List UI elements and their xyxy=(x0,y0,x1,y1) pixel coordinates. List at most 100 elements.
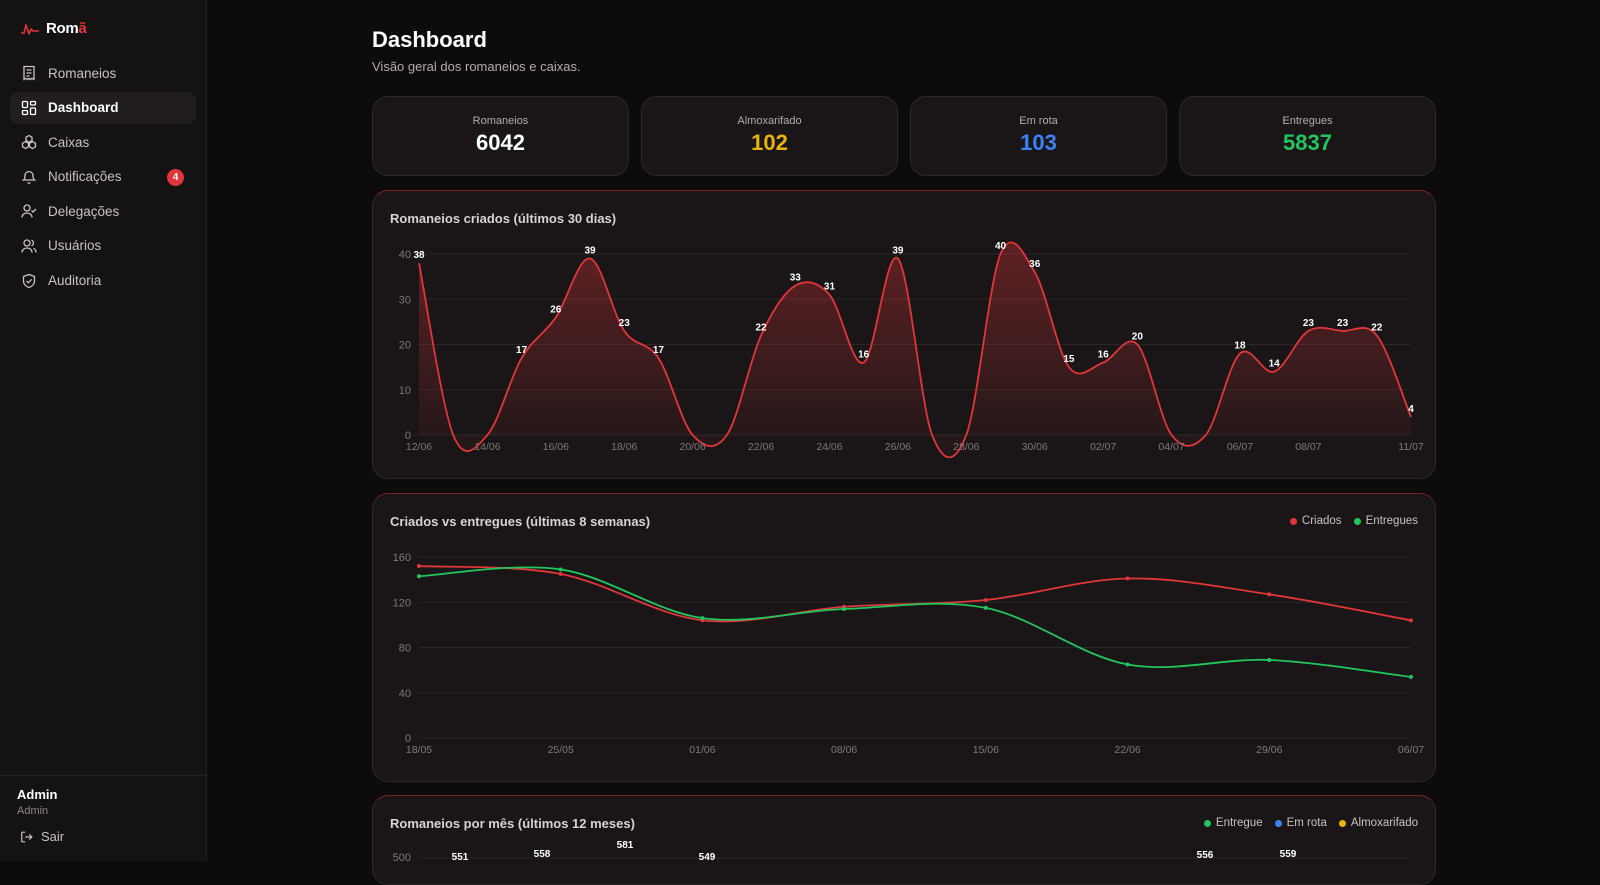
data-point xyxy=(1267,592,1272,597)
chart-card-weekly: Criados vs entregues (últimas 8 semanas)… xyxy=(372,493,1436,782)
data-point xyxy=(417,574,421,579)
sidebar-item-dashboard[interactable]: Dashboard xyxy=(10,91,196,124)
brand-logo[interactable]: Romã xyxy=(20,20,87,37)
y-tick-label: 0 xyxy=(405,733,411,745)
data-label: 33 xyxy=(790,273,802,284)
stat-label: Entregues xyxy=(1282,115,1333,127)
data-label: 23 xyxy=(1337,318,1349,329)
chart-card-monthly: Romaneios por mês (últimos 12 meses) Ent… xyxy=(372,795,1436,885)
x-tick-label: 08/06 xyxy=(831,744,857,756)
data-label: 39 xyxy=(892,246,904,257)
sidebar-item-notificacoes[interactable]: Notificações 4 xyxy=(10,161,196,193)
bar-total-label: 549 xyxy=(699,852,716,863)
chart-title: Romaneios por mês (últimos 12 meses) xyxy=(390,816,635,831)
sidebar-item-label: Usuários xyxy=(48,238,102,254)
legend-item-em-rota: Em rota xyxy=(1274,817,1327,829)
legend-dot xyxy=(1274,819,1282,827)
x-tick-label: 04/07 xyxy=(1158,441,1184,453)
sidebar-item-usuarios[interactable]: Usuários xyxy=(10,230,196,262)
data-point xyxy=(983,605,988,610)
data-point xyxy=(1409,674,1413,679)
stat-card-entregues: Entregues 5837 xyxy=(1179,96,1436,176)
stat-label: Almoxarifado xyxy=(737,115,802,127)
bell-icon xyxy=(21,170,37,184)
users-icon xyxy=(21,239,37,253)
y-tick-label: 120 xyxy=(393,597,411,609)
y-tick-label: 80 xyxy=(399,643,411,655)
legend-label: Em rota xyxy=(1286,817,1327,829)
bar-total-label: 581 xyxy=(617,840,634,851)
y-tick-label: 20 xyxy=(399,340,411,352)
data-point xyxy=(417,564,421,569)
stat-label: Em rota xyxy=(1019,115,1058,127)
x-tick-label: 12/06 xyxy=(406,441,432,453)
y-tick-label: 160 xyxy=(393,552,411,564)
x-tick-label: 16/06 xyxy=(543,441,569,453)
logout-button[interactable]: Sair xyxy=(20,829,64,844)
area-fill xyxy=(419,242,1411,458)
x-tick-label: 14/06 xyxy=(474,441,500,453)
weekly-line-chart: 0 40 80 120 160 18/05 25/05 01/06 08/06 15/06 22/0… xyxy=(393,552,1425,756)
chart-legend: Criados Entregues xyxy=(1289,515,1418,527)
data-label: 31 xyxy=(824,282,836,293)
x-tick-label: 06/07 xyxy=(1227,441,1253,453)
data-point xyxy=(558,571,563,576)
x-tick-label: 01/06 xyxy=(689,744,715,756)
y-tick-label: 10 xyxy=(399,385,411,397)
sidebar-item-label: Notificações xyxy=(48,169,122,185)
chart-card-daily: Romaneios criados (últimos 30 dias) 0 10 2… xyxy=(372,190,1436,479)
sidebar-item-delegacoes[interactable]: Delegações xyxy=(10,195,196,227)
log-out-icon xyxy=(21,831,33,842)
data-label: 36 xyxy=(1029,259,1041,270)
x-tick-label: 06/07 xyxy=(1398,744,1424,756)
page-subtitle: Visão geral dos romaneios e caixas. xyxy=(372,59,581,74)
data-label: 15 xyxy=(1063,354,1075,365)
legend-item-entregue: Entregue xyxy=(1203,817,1263,829)
sidebar-item-auditoria[interactable]: Auditoria xyxy=(10,265,196,297)
boxes-icon xyxy=(21,134,37,150)
data-point xyxy=(1125,662,1130,667)
data-label: 39 xyxy=(584,246,596,257)
x-tick-label: 08/07 xyxy=(1295,441,1321,453)
bar-total-label: 551 xyxy=(452,852,469,863)
sidebar-item-label: Delegações xyxy=(48,203,120,219)
pulse-logo-icon xyxy=(21,23,39,35)
legend-label: Almoxarifado xyxy=(1350,817,1418,829)
monthly-bar-chart: 500 551 558 581 549 556 559 xyxy=(393,840,1411,864)
legend-item-almoxarifado: Almoxarifado xyxy=(1338,817,1418,829)
chart-title: Romaneios criados (últimos 30 dias) xyxy=(390,211,617,226)
logout-label: Sair xyxy=(41,829,65,844)
y-tick-label: 40 xyxy=(399,688,411,700)
x-tick-label: 26/06 xyxy=(885,441,911,453)
sidebar-item-label: Dashboard xyxy=(48,100,119,116)
series-line xyxy=(418,566,1412,678)
chart-legend: Entregue Em rota Almoxarifado xyxy=(1203,817,1418,829)
x-tick-label: 20/06 xyxy=(680,441,706,453)
sidebar-item-caixas[interactable]: Caixas xyxy=(10,126,196,158)
data-point xyxy=(983,597,988,602)
stat-value: 5837 xyxy=(1283,130,1332,155)
data-label: 14 xyxy=(1269,359,1281,370)
sidebar-item-label: Romaneios xyxy=(48,65,117,81)
data-label: 16 xyxy=(858,350,870,361)
data-label: 23 xyxy=(1303,318,1315,329)
user-check-icon xyxy=(21,204,37,218)
stat-card-almoxarifado: Almoxarifado 102 xyxy=(641,96,898,176)
x-tick-label: 30/06 xyxy=(1022,441,1048,453)
page-title: Dashboard xyxy=(372,27,487,52)
sidebar-item-label: Auditoria xyxy=(48,273,102,289)
data-label: 26 xyxy=(550,304,562,315)
legend-dot xyxy=(1353,517,1361,525)
stat-card-em-rota: Em rota 103 xyxy=(910,96,1167,176)
series-line xyxy=(418,241,1412,458)
data-point xyxy=(558,567,563,572)
data-label: 38 xyxy=(413,250,425,261)
x-tick-label: 22/06 xyxy=(1114,744,1140,756)
y-tick-label: 500 xyxy=(393,852,411,864)
data-label: 4 xyxy=(1408,404,1414,415)
legend-label: Entregue xyxy=(1215,817,1263,829)
legend-label: Entregues xyxy=(1365,515,1418,527)
sidebar-item-romaneios[interactable]: Romaneios xyxy=(10,57,196,89)
stat-card-romaneios: Romaneios 6042 xyxy=(372,96,629,176)
y-tick-label: 30 xyxy=(399,294,411,306)
